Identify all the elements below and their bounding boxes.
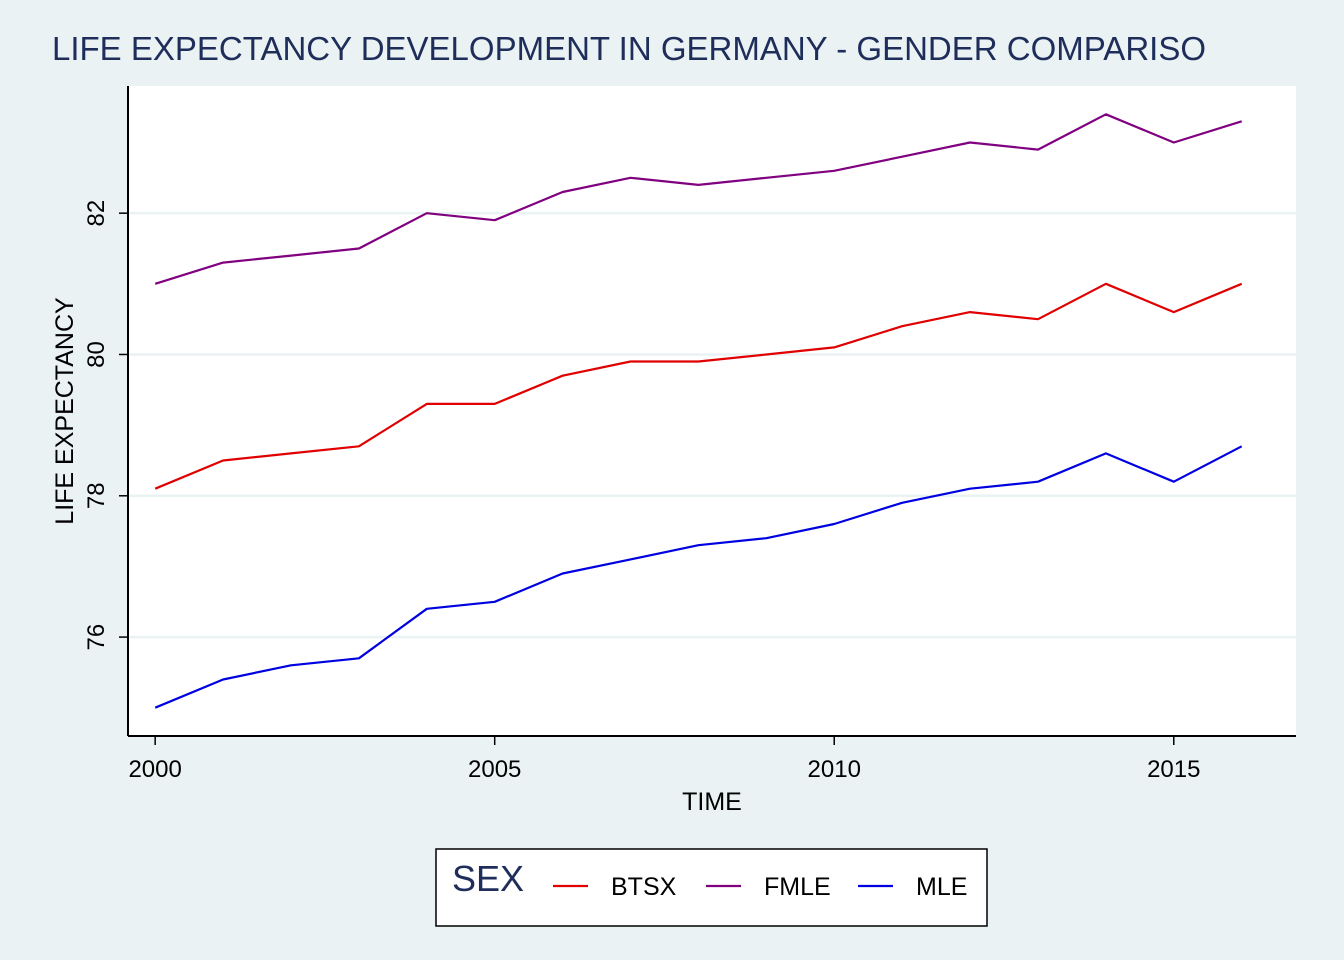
y-axis-ticks: 76 78 80 82 — [83, 200, 128, 651]
y-tick-label: 82 — [83, 200, 110, 227]
x-tick-label: 2000 — [128, 756, 181, 783]
x-tick-label: 2015 — [1147, 756, 1200, 783]
legend-title: SEX — [452, 858, 524, 899]
plot-area — [128, 86, 1296, 736]
y-tick-label: 76 — [83, 624, 110, 651]
chart-title: LIFE EXPECTANCY DEVELOPMENT IN GERMANY -… — [52, 30, 1206, 67]
y-tick-label: 80 — [83, 341, 110, 368]
legend-box — [435, 848, 988, 927]
legend-item-mle: MLE — [858, 873, 967, 901]
legend-label: MLE — [916, 873, 967, 901]
series-line-mle — [154, 445, 1243, 709]
legend-items: BTSX FMLE MLE — [553, 873, 967, 901]
y-axis-label: LIFE EXPECTANCY — [51, 297, 79, 525]
x-axis-label: TIME — [682, 788, 742, 816]
grid-lines — [128, 211, 1296, 639]
x-tick-label: 2005 — [468, 756, 521, 783]
axes — [127, 86, 1296, 737]
series-line-fmle — [154, 113, 1243, 285]
y-tick-label: 78 — [83, 482, 110, 509]
series-line-btsx — [154, 282, 1243, 490]
legend: SEX BTSX FMLE MLE — [435, 848, 988, 927]
x-tick-label: 2010 — [808, 756, 861, 783]
legend-item-btsx: BTSX — [553, 873, 677, 901]
legend-item-fmle: FMLE — [706, 873, 831, 901]
series-lines — [154, 113, 1243, 709]
x-axis-ticks: 2000 2005 2010 2015 — [128, 736, 1200, 783]
legend-label: FMLE — [764, 873, 831, 901]
legend-label: BTSX — [611, 873, 677, 901]
